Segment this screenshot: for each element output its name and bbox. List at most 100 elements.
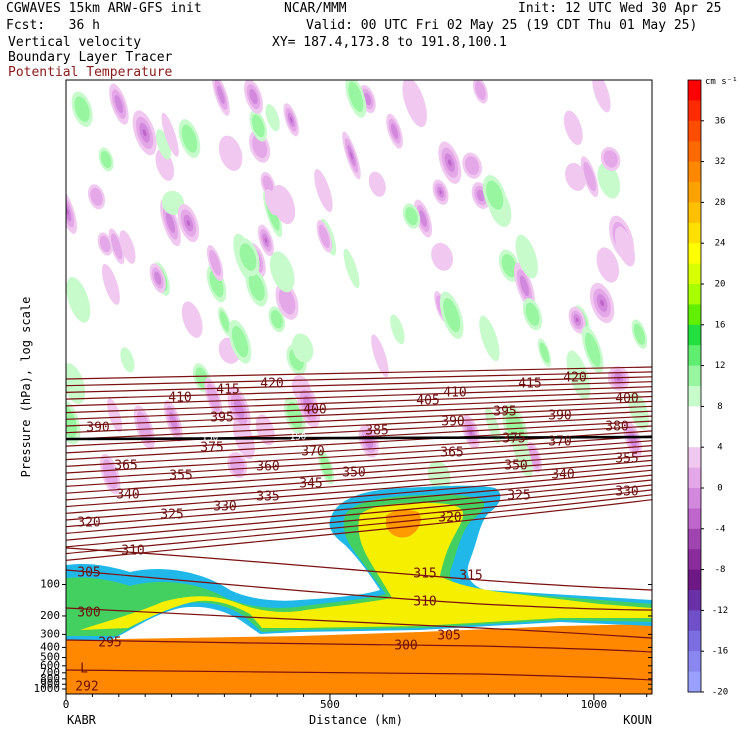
downdraft-cell	[119, 230, 136, 264]
colorbar-segment	[688, 324, 701, 346]
y-tick-label: 900	[40, 677, 60, 690]
y-tick-label: 200	[40, 609, 60, 622]
downdraft-cell	[314, 169, 333, 212]
downdraft-cell	[101, 263, 120, 305]
updraft-cell	[343, 248, 360, 289]
theta-contour	[66, 489, 652, 548]
updraft-cell	[633, 323, 646, 345]
theta-contour	[66, 395, 652, 420]
downdraft-cell	[419, 210, 427, 227]
y-tick-label: 300	[40, 627, 60, 640]
theta-contour-label: 325	[160, 508, 183, 523]
downdraft-cell	[565, 162, 587, 191]
theta-contour-label: 355	[615, 452, 638, 467]
downdraft-cell	[519, 275, 530, 297]
downdraft-cell	[575, 317, 579, 323]
downdraft-cell	[528, 445, 540, 469]
updraft-cell	[501, 253, 517, 278]
downdraft-cell	[90, 187, 103, 206]
theta-contour-label: 400	[303, 403, 326, 418]
header-field2: Boundary Layer Tracer	[8, 50, 173, 65]
updraft-cell	[219, 310, 230, 332]
colorbar-segment	[688, 222, 701, 244]
theta-contour-label: 390	[441, 415, 464, 430]
colorbar-segment	[688, 671, 701, 693]
low-marker-label: L	[80, 662, 88, 677]
theta-contour-label: 405	[416, 394, 439, 409]
theta-contour-label: 375	[502, 432, 525, 447]
colorbar-segment	[688, 651, 701, 672]
x-tick-label: 1000	[581, 698, 608, 711]
potential-temperature-contours	[66, 366, 652, 681]
colorbar-segment	[688, 365, 701, 387]
colorbar-segment	[688, 569, 701, 591]
downdraft-cell	[154, 271, 162, 285]
theta-contour-label: 350	[504, 459, 527, 474]
updraft-cell	[269, 251, 295, 293]
boundary-layer-tracer-fill	[66, 485, 652, 694]
colorbar-segment	[688, 284, 701, 305]
downdraft-cell	[217, 85, 225, 104]
theta-contour	[66, 479, 652, 534]
theta-contour-label: 305	[77, 566, 100, 581]
updraft-cell	[479, 315, 500, 362]
colorbar-tick-label: 36	[715, 116, 726, 126]
downdraft-cell	[371, 334, 389, 377]
theta-contour-label: 292	[75, 680, 98, 695]
updraft-cell	[390, 314, 405, 345]
header-fcst: Fcst: 36 h	[6, 18, 100, 33]
colorbar-segment	[688, 120, 701, 142]
colorbar-tick-label: 16	[715, 320, 726, 330]
colorbar-segment	[688, 182, 701, 203]
header-xy: XY= 187.4,173.8 to 191.8,100.1	[272, 35, 507, 50]
tracer-contour-label: 150	[290, 433, 306, 443]
theta-contour	[66, 376, 652, 393]
colorbar-segment	[688, 447, 701, 468]
downdraft-cell	[161, 112, 179, 157]
updraft-cell	[120, 347, 135, 373]
tropopause-tracer-line	[66, 435, 652, 441]
downdraft-cell	[303, 395, 314, 416]
theta-contour-label: 300	[77, 606, 100, 621]
theta-contour	[66, 464, 652, 514]
colorbar-segment	[688, 528, 701, 550]
updraft-cell	[405, 206, 418, 226]
downdraft-cell	[603, 150, 618, 168]
updraft-cell	[270, 310, 283, 329]
x-right-station: KOUN	[623, 713, 652, 727]
colorbar-tick-label: -16	[712, 647, 728, 657]
tracer-low-orange	[66, 624, 652, 694]
y-tick-label: 500	[40, 651, 60, 664]
downdraft-cell	[563, 110, 583, 146]
colorbar-tick-label: -20	[712, 688, 728, 698]
theta-contour	[66, 386, 652, 407]
theta-contour-label: 390	[548, 409, 571, 424]
theta-contour	[66, 435, 652, 474]
colorbar-unit: cm s⁻¹	[705, 77, 738, 87]
downdraft-cell	[218, 135, 243, 171]
downdraft-cell	[600, 299, 605, 307]
x-tick-label: 500	[320, 698, 340, 711]
theta-contour-label: 320	[77, 516, 100, 531]
plot-annotations: L	[80, 662, 88, 677]
colorbar-segment	[688, 549, 701, 570]
downdraft-cell	[628, 431, 637, 448]
y-tick-label: 100	[40, 578, 60, 591]
theta-contour-label: 315	[413, 567, 436, 582]
downdraft-cell	[592, 80, 611, 113]
updraft-cell	[291, 333, 314, 363]
downdraft-cell	[262, 175, 274, 194]
colorbar-segment	[688, 100, 701, 122]
downdraft-cell	[229, 455, 245, 475]
colorbar-tick-label: 12	[715, 361, 726, 371]
colorbar-segment	[688, 630, 701, 652]
theta-contour-label: 330	[615, 485, 638, 500]
plot-frame	[65, 79, 653, 695]
downdraft-cell	[615, 226, 635, 267]
theta-contour	[66, 569, 652, 611]
x-tick-label: 0	[63, 698, 70, 711]
downdraft-cell	[249, 88, 258, 105]
downdraft-cell	[289, 117, 293, 123]
theta-contour-label: 305	[437, 629, 460, 644]
colorbar-segment	[688, 263, 701, 285]
